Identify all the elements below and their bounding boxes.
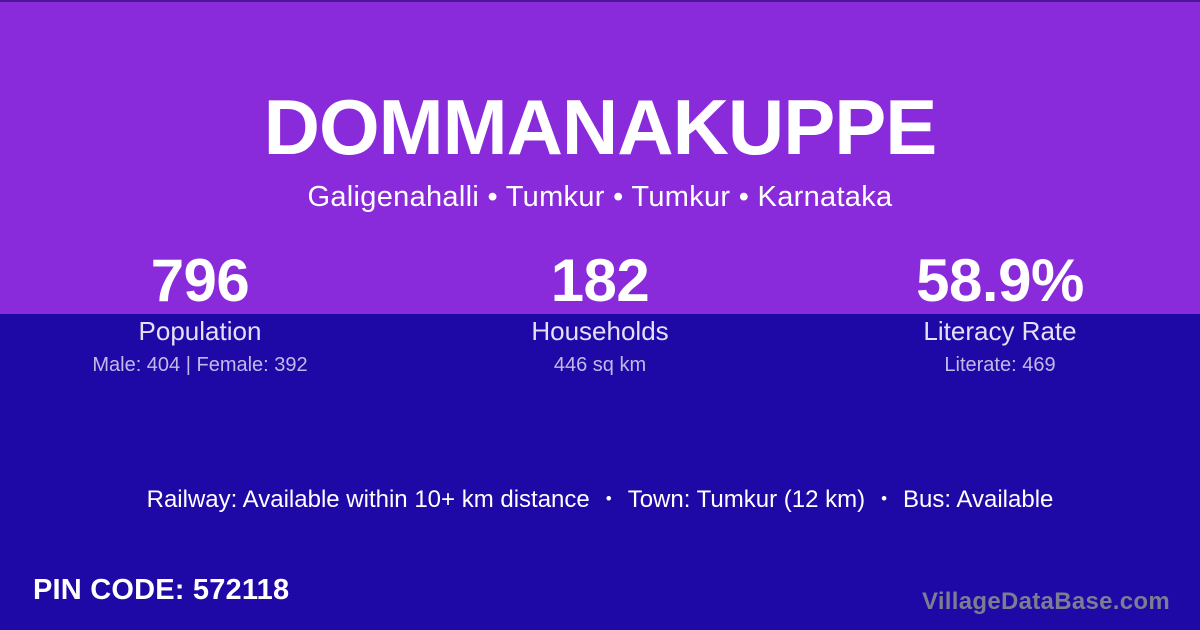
households-label: Households	[531, 316, 669, 346]
population-detail: Male: 404 | Female: 392	[92, 354, 308, 376]
location-breadcrumb: Galigenahalli • Tumkur • Tumkur • Karnat…	[307, 181, 893, 213]
households-detail: 446 sq km	[553, 354, 647, 376]
households-value: 182	[550, 247, 650, 314]
village-name-title: DOMMANAKUPPE	[263, 83, 938, 171]
population-label: Population	[138, 316, 262, 346]
literacy-label: Literacy Rate	[923, 316, 1077, 346]
card-header: DOMMANAKUPPE Galigenahalli • Tumkur • Tu…	[0, 88, 1200, 214]
stat-households: 182 Households 446 sq km	[400, 247, 800, 377]
stat-literacy: 58.9% Literacy Rate Literate: 469	[800, 247, 1200, 377]
site-watermark: VillageDataBase.com	[921, 588, 1170, 615]
header-background	[0, 0, 1200, 314]
population-value: 796	[150, 247, 250, 314]
bullet-separator: •	[605, 489, 612, 508]
literacy-value: 58.9%	[916, 247, 1084, 314]
bus-info: Bus: Available	[903, 486, 1054, 513]
literacy-detail: Literate: 469	[944, 354, 1056, 376]
stats-row: 796 Population Male: 404 | Female: 392 1…	[0, 247, 1200, 377]
transport-info-line: Railway: Available within 10+ km distanc…	[0, 486, 1200, 514]
stat-population: 796 Population Male: 404 | Female: 392	[0, 247, 400, 377]
pin-code: PIN CODE: 572118	[33, 574, 290, 606]
bullet-separator: •	[881, 489, 888, 508]
town-info: Town: Tumkur (12 km)	[627, 486, 866, 513]
top-edge-divider	[0, 0, 1200, 2]
railway-info: Railway: Available within 10+ km distanc…	[146, 486, 590, 513]
